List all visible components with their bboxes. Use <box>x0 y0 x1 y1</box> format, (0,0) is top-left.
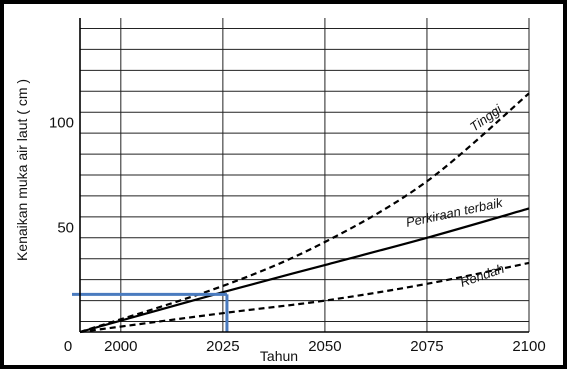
x-tick-label: 2000 <box>104 338 137 355</box>
series-line-rendah <box>79 261 530 334</box>
series-line-perkiraan-terbaik <box>79 207 530 334</box>
sea-level-chart: Tinggi Perkiraan terbaik Rendah 0 2000 2025 2… <box>14 18 546 364</box>
x-tick-label: 2100 <box>512 338 545 355</box>
curve-labels: Tinggi Perkiraan terbaik Rendah <box>405 101 507 290</box>
series-label-perkiraan-terbaik: Perkiraan terbaik <box>405 195 506 230</box>
series-line-tinggi <box>79 92 530 334</box>
x-axis-title: Tahun <box>260 348 298 364</box>
axes <box>79 18 529 333</box>
grid <box>80 18 530 332</box>
tick-labels: 0 2000 2025 2050 2075 2100 50 100 <box>49 115 546 355</box>
curves <box>79 92 530 334</box>
x-tick-label: 2050 <box>308 338 341 355</box>
y-tick-label: 50 <box>57 219 74 236</box>
series-label-tinggi: Tinggi <box>467 101 505 135</box>
x-tick-label: 0 <box>64 338 72 355</box>
guide-lines <box>72 292 229 332</box>
x-tick-label: 2075 <box>410 338 443 355</box>
series-label-rendah: Rendah <box>458 261 506 290</box>
x-tick-label: 2025 <box>206 338 239 355</box>
y-tick-label: 100 <box>49 115 74 132</box>
y-axis-title: Kenaikan muka air laut ( cm ) <box>14 79 30 261</box>
